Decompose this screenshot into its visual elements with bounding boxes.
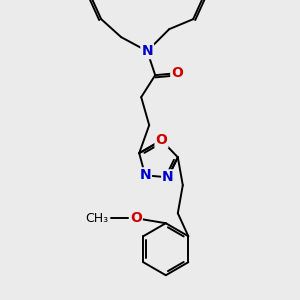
Text: O: O: [171, 66, 183, 80]
Text: CH₃: CH₃: [86, 212, 109, 225]
Text: O: O: [130, 211, 142, 225]
Text: O: O: [155, 133, 167, 147]
Text: N: N: [139, 168, 151, 182]
Text: N: N: [162, 170, 174, 184]
Text: N: N: [141, 44, 153, 58]
